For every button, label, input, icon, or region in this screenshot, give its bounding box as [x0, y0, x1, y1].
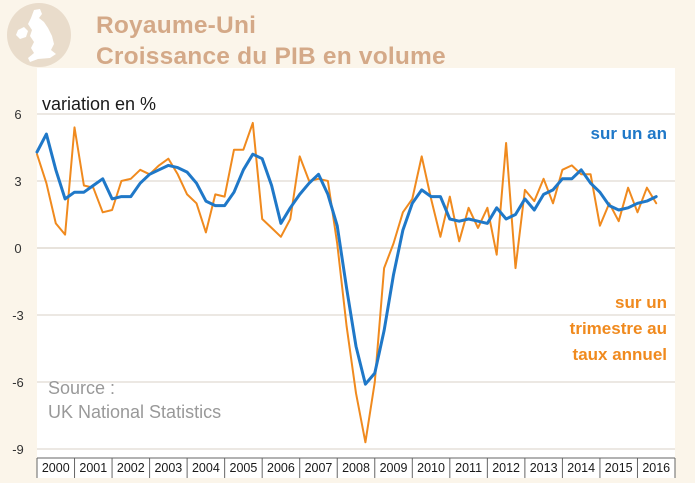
legend-quarterly-line-3: taux annuel — [572, 345, 667, 364]
y-tick-label: -9 — [12, 442, 24, 457]
source-line-1: Source : — [48, 378, 116, 398]
x-tick-label: 2010 — [417, 461, 445, 475]
title-line-1: Royaume-Uni — [96, 12, 257, 39]
x-axis: 2000 2001 2002 2003 2004 2005 2006 2007 2008 2009… — [36, 457, 676, 478]
y-tick-label: 3 — [14, 174, 21, 189]
grid-lines — [37, 113, 675, 450]
chart-title: Royaume-Uni Croissance du PIB en volume — [96, 10, 446, 72]
chart-header: Royaume-Uni Croissance du PIB en volume — [0, 0, 695, 70]
x-tick-label: 2008 — [342, 461, 370, 475]
source-line-2: UK National Statistics — [48, 402, 222, 422]
x-tick-label: 2004 — [192, 461, 220, 475]
x-tick-label: 2009 — [380, 461, 408, 475]
x-tick-label: 2003 — [154, 461, 182, 475]
legend-annual: sur un an — [590, 124, 667, 143]
y-tick-label: 0 — [14, 241, 21, 256]
plot-background — [37, 68, 675, 478]
x-tick-label: 2007 — [305, 461, 333, 475]
y-axis-ticks: 6 3 0 -3 -6 -9 — [12, 107, 24, 457]
x-tick-label: 2014 — [567, 461, 595, 475]
y-tick-label: 6 — [14, 107, 21, 122]
legend-quarterly-line-1: sur un — [615, 293, 667, 312]
y-axis-label: variation en % — [42, 94, 157, 114]
x-tick-label: 2011 — [455, 461, 482, 475]
series-line-annual — [35, 132, 658, 386]
x-tick-label: 2002 — [117, 461, 145, 475]
y-tick-label: -3 — [12, 308, 24, 323]
uk-map-icon — [7, 3, 71, 67]
series-line-quarterly — [36, 121, 658, 444]
source-note: Source : UK National Statistics — [48, 376, 221, 424]
x-tick-label: 2000 — [42, 461, 70, 475]
legend-quarterly: sur un trimestre au taux annuel — [517, 290, 667, 368]
legend-quarterly-line-2: trimestre au — [569, 319, 667, 338]
x-tick-label: 2013 — [530, 461, 558, 475]
x-tick-label: 2005 — [230, 461, 258, 475]
x-tick-label: 2001 — [79, 461, 107, 475]
x-tick-label: 2015 — [605, 461, 633, 475]
series-lines — [35, 121, 658, 444]
title-line-2: Croissance du PIB en volume — [96, 43, 446, 70]
y-tick-label: -6 — [12, 375, 24, 390]
x-tick-label: 2006 — [267, 461, 295, 475]
x-tick-label: 2012 — [492, 461, 520, 475]
x-tick-label: 2016 — [642, 461, 670, 475]
plot-rect — [37, 68, 675, 478]
